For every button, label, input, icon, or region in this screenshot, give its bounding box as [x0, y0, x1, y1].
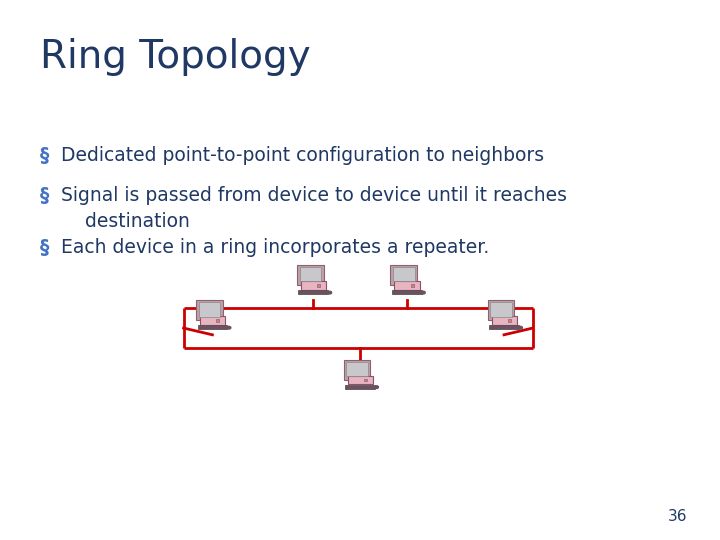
Text: Dedicated point-to-point configuration to neighbors: Dedicated point-to-point configuration t… — [61, 146, 544, 165]
FancyBboxPatch shape — [508, 320, 511, 322]
Text: Signal is passed from device to device until it reaches: Signal is passed from device to device u… — [61, 186, 567, 205]
FancyBboxPatch shape — [317, 285, 320, 287]
FancyBboxPatch shape — [490, 302, 512, 316]
Text: 36: 36 — [668, 509, 688, 524]
Text: Each device in a ring incorporates a repeater.: Each device in a ring incorporates a rep… — [61, 238, 490, 256]
FancyBboxPatch shape — [300, 267, 321, 281]
Circle shape — [519, 326, 523, 329]
FancyBboxPatch shape — [196, 300, 222, 320]
FancyBboxPatch shape — [348, 376, 373, 384]
FancyBboxPatch shape — [392, 290, 422, 294]
Circle shape — [375, 386, 379, 388]
FancyBboxPatch shape — [200, 316, 225, 325]
Text: Ring Topology: Ring Topology — [40, 38, 310, 76]
FancyBboxPatch shape — [297, 265, 323, 285]
Text: §: § — [40, 238, 49, 256]
FancyBboxPatch shape — [199, 302, 220, 316]
FancyBboxPatch shape — [216, 320, 220, 322]
FancyBboxPatch shape — [395, 281, 420, 289]
FancyBboxPatch shape — [197, 325, 228, 329]
FancyBboxPatch shape — [345, 384, 375, 389]
FancyBboxPatch shape — [489, 325, 519, 329]
FancyBboxPatch shape — [492, 316, 517, 325]
FancyBboxPatch shape — [390, 265, 417, 285]
Circle shape — [228, 326, 231, 329]
Text: §: § — [40, 146, 49, 165]
Circle shape — [328, 291, 332, 294]
FancyBboxPatch shape — [393, 267, 415, 281]
FancyBboxPatch shape — [343, 360, 370, 380]
Text: §: § — [40, 186, 49, 205]
FancyBboxPatch shape — [301, 281, 326, 289]
FancyBboxPatch shape — [346, 362, 368, 376]
FancyBboxPatch shape — [487, 300, 514, 320]
FancyBboxPatch shape — [364, 379, 367, 381]
Text: destination: destination — [61, 212, 190, 231]
FancyBboxPatch shape — [298, 290, 328, 294]
Circle shape — [422, 291, 426, 294]
FancyBboxPatch shape — [410, 285, 414, 287]
